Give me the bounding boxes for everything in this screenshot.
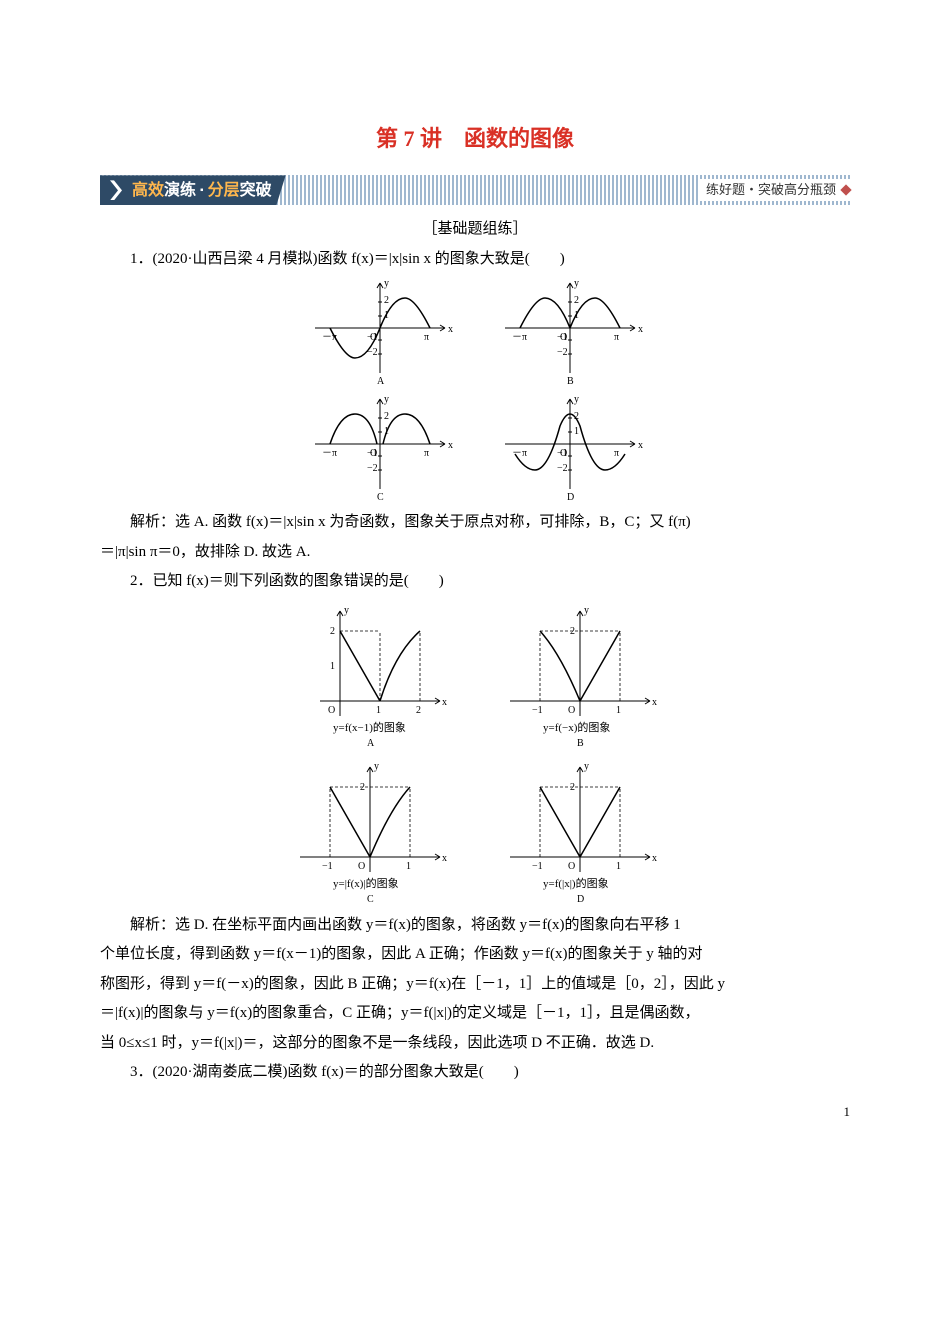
q2-fig-A: x y O 1 2 1 2 y=f(x−1)的图象 A — [285, 601, 455, 751]
svg-text:π: π — [614, 332, 619, 343]
svg-text:2: 2 — [360, 782, 365, 793]
svg-text:1: 1 — [376, 705, 381, 716]
svg-text:2: 2 — [330, 626, 335, 637]
banner-seg3: 分层 — [208, 177, 240, 204]
svg-text:y: y — [574, 394, 579, 405]
svg-text:y: y — [374, 761, 379, 772]
svg-text:−1: −1 — [557, 332, 568, 343]
q2-sublabel-C: y=|f(x)|的图象 — [333, 876, 399, 890]
svg-text:y: y — [574, 278, 579, 289]
banner-seg1: 高效 — [132, 177, 164, 204]
svg-text:π: π — [424, 332, 429, 343]
q1-fig-A: xyO 12 −1−2 π－π A — [305, 278, 455, 388]
q2-label-B: B — [577, 738, 584, 749]
svg-text:1: 1 — [330, 661, 335, 672]
q1-label-B: B — [567, 376, 574, 387]
svg-text:O: O — [358, 861, 365, 872]
q1-fig-row2: xyO 12 −1−2 π－π C xyO 12 −1−2 π－π — [100, 394, 850, 504]
banner-right: 练好题・突破高分瓶颈 — [700, 179, 850, 201]
svg-text:π: π — [424, 448, 429, 459]
banner-left: 高效 演练 ▪ 分层 突破 — [100, 175, 286, 205]
svg-text:y: y — [384, 278, 389, 289]
svg-text:y: y — [584, 605, 589, 616]
banner: 高效 演练 ▪ 分层 突破 练好题・突破高分瓶颈 — [100, 175, 850, 205]
svg-text:x: x — [442, 697, 447, 708]
q2-text: 2．已知 f(x)＝则下列函数的图象错误的是( ) — [100, 569, 850, 595]
q2-sublabel-D: y=f(|x|)的图象 — [543, 876, 609, 890]
svg-text:y: y — [344, 605, 349, 616]
svg-text:2: 2 — [574, 295, 579, 306]
q1-label-C: C — [377, 492, 384, 503]
svg-text:x: x — [448, 440, 453, 451]
svg-text:−1: −1 — [532, 705, 543, 716]
q2-label-C: C — [367, 894, 374, 905]
q2-fig-B: x y O 2 −1 1 y=f(−x)的图象 B — [495, 601, 665, 751]
q1-fig-C: xyO 12 −1−2 π－π C — [305, 394, 455, 504]
q3-text: 3．(2020·湖南娄底二模)函数 f(x)＝的部分图象大致是( ) — [100, 1060, 850, 1086]
svg-text:x: x — [448, 324, 453, 335]
svg-text:2: 2 — [384, 411, 389, 422]
chevron-right-icon — [106, 180, 126, 200]
svg-text:x: x — [638, 324, 643, 335]
svg-text:O: O — [568, 861, 575, 872]
svg-text:2: 2 — [416, 705, 421, 716]
q2-sol-l3: 称图形，得到 y＝f(－x)的图象，因此 B 正确；y＝f(x)在［－1，1］上… — [100, 972, 850, 998]
svg-text:2: 2 — [570, 626, 575, 637]
svg-text:x: x — [638, 440, 643, 451]
section-header: ［基础题组练］ — [100, 217, 850, 243]
q1-fig-row1: xyO 12 −1−2 π－π A xyO 12 −1−2 π－π — [100, 278, 850, 388]
svg-text:1: 1 — [406, 861, 411, 872]
q2-fig-row2: x y O 2 −1 1 y=|f(x)|的图象 C x y O 2 −1 1 — [100, 757, 850, 907]
q2-sublabel-A: y=f(x−1)的图象 — [333, 720, 406, 734]
svg-text:−1: −1 — [557, 448, 568, 459]
q1-sol-l1: 解析：选 A. 函数 f(x)＝|x|sin x 为奇函数，图象关于原点对称，可… — [100, 510, 850, 536]
q1-label-D: D — [567, 492, 574, 503]
svg-text:x: x — [652, 853, 657, 864]
svg-text:1: 1 — [616, 705, 621, 716]
svg-text:－π: －π — [322, 448, 337, 459]
q2-sol-l5: 当 0≤x≤1 时，y＝f(|x|)＝，这部分的图象不是一条线段，因此选项 D … — [100, 1031, 850, 1057]
svg-text:1: 1 — [616, 861, 621, 872]
banner-seg4: 突破 — [240, 177, 272, 204]
svg-text:y: y — [384, 394, 389, 405]
svg-text:π: π — [614, 448, 619, 459]
q1-fig-D: xyO 12 −1−2 π－π D — [495, 394, 645, 504]
svg-text:−1: −1 — [532, 861, 543, 872]
svg-text:y: y — [584, 761, 589, 772]
q2-fig-D: x y O 2 −1 1 y=f(|x|)的图象 D — [495, 757, 665, 907]
diamond-icon — [840, 185, 851, 196]
q2-label-A: A — [367, 738, 375, 749]
q1-text: 1．(2020·山西吕梁 4 月模拟)函数 f(x)＝|x|sin x 的图象大… — [100, 247, 850, 273]
svg-text:－π: －π — [512, 448, 527, 459]
svg-text:O: O — [568, 705, 575, 716]
q2-label-D: D — [577, 894, 584, 905]
q2-fig-row1: x y O 1 2 1 2 y=f(x−1)的图象 A x y O 2 −1 1 — [100, 601, 850, 751]
q1-label-A: A — [377, 376, 385, 387]
page-title: 第 7 讲 函数的图像 — [100, 120, 850, 157]
q2-sol-l1: 解析：选 D. 在坐标平面内画出函数 y＝f(x)的图象，将函数 y＝f(x)的… — [100, 913, 850, 939]
q2-sublabel-B: y=f(−x)的图象 — [543, 720, 610, 734]
svg-text:－π: －π — [512, 332, 527, 343]
q2-fig-C: x y O 2 −1 1 y=|f(x)|的图象 C — [285, 757, 455, 907]
svg-text:x: x — [652, 697, 657, 708]
q1-sol-l2: ＝|π|sin π＝0，故排除 D. 故选 A. — [100, 540, 850, 566]
banner-seg2: 演练 — [164, 177, 196, 204]
svg-text:−2: −2 — [367, 463, 378, 474]
svg-text:−2: −2 — [557, 347, 568, 358]
q1-fig-B: xyO 12 −1−2 π－π B — [495, 278, 645, 388]
svg-text:−2: −2 — [557, 463, 568, 474]
svg-text:−1: −1 — [367, 448, 378, 459]
svg-text:O: O — [328, 705, 335, 716]
q2-sol-l4: ＝|f(x)|的图象与 y＝f(x)的图象重合，C 正确；y＝f(|x|)的定义… — [100, 1001, 850, 1027]
svg-text:−1: −1 — [322, 861, 333, 872]
page-number: 1 — [844, 1104, 851, 1120]
banner-right-text: 练好题・突破高分瓶颈 — [706, 179, 836, 201]
q2-sol-l2: 个单位长度，得到函数 y＝f(x－1)的图象，因此 A 正确；作函数 y＝f(x… — [100, 942, 850, 968]
svg-text:2: 2 — [570, 782, 575, 793]
svg-text:x: x — [442, 853, 447, 864]
banner-dot: ▪ — [196, 182, 208, 199]
svg-text:2: 2 — [384, 295, 389, 306]
svg-text:1: 1 — [574, 426, 579, 437]
